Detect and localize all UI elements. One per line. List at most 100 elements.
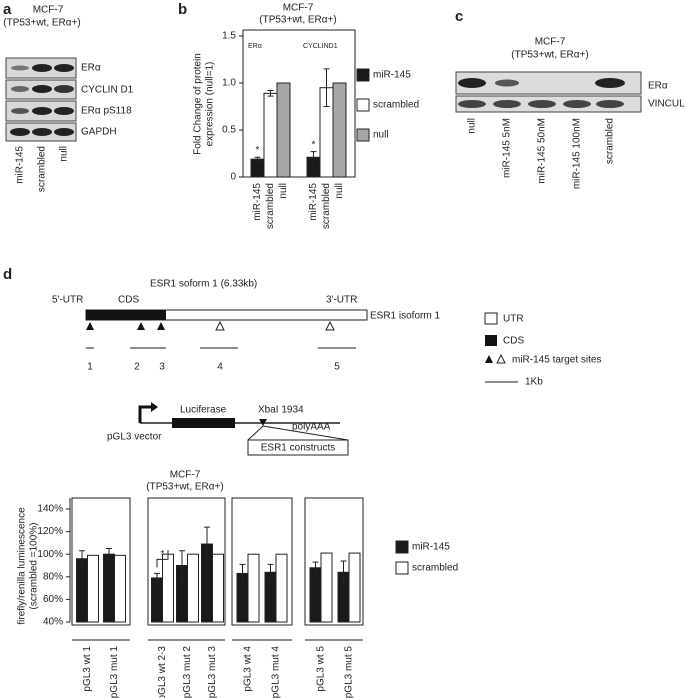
y-tick-label: 0.5: [222, 125, 236, 136]
bar: [151, 577, 163, 623]
y-axis-label: firefly/renilla luminescence: [17, 507, 28, 625]
site-number: 4: [217, 362, 223, 373]
bar: [103, 553, 115, 623]
group-frame: [304, 497, 364, 626]
x-tick-label: scrambled: [265, 183, 276, 229]
bar: [247, 553, 260, 623]
blot-lane-label: scrambled: [605, 118, 616, 164]
error-bar: [312, 561, 319, 574]
bar: [348, 552, 361, 623]
blot-row-label: ERα: [81, 63, 101, 74]
error-bar: [267, 90, 274, 97]
x-tick-label: pGL3 mut 2: [182, 646, 193, 698]
blot-lane-label: miR-145 50nM: [537, 118, 548, 184]
legend-label: miR-145 target sites: [512, 355, 601, 366]
significance-bracket: [156, 550, 169, 568]
bar: [114, 554, 126, 623]
y-tick-label: 40%: [43, 617, 63, 628]
error-bar: [310, 151, 317, 164]
y-tick-label: 120%: [37, 526, 63, 537]
polya-label: polyAAA: [292, 422, 331, 433]
chart-title: (TP53+wt, ERα+): [259, 15, 336, 26]
isoform-label: ESR1 isoform 1: [370, 311, 440, 322]
group-frame: [147, 497, 226, 626]
y-tick-label: 60%: [43, 594, 63, 605]
cds-label: CDS: [118, 295, 139, 306]
annotation: *: [161, 549, 165, 560]
blot-lane-label: miR-145 100nM: [572, 118, 583, 189]
site-number: 5: [334, 362, 340, 373]
annotation: *: [312, 139, 316, 150]
annotation: *: [256, 145, 260, 156]
group-frame: [71, 497, 131, 626]
error-bar: [340, 560, 347, 585]
blot-a: MCF-7 (TP53+wt, ERα+) ERα CYCLIN D1 ERα …: [3, 5, 133, 193]
bar: [320, 552, 333, 623]
utr-label: 5'-UTR: [52, 295, 83, 306]
blot-row-label: VINCULIN: [648, 99, 685, 110]
blot-lane-label: null: [59, 146, 70, 162]
blot-row-label: ERα: [648, 81, 668, 92]
blot-title: (TP53+wt, ERα+): [511, 50, 588, 61]
blot-title: MCF-7: [33, 5, 64, 16]
legend-label: scrambled: [412, 563, 458, 574]
error-bar: [179, 550, 185, 581]
constructs-label: ESR1 constructs: [261, 443, 335, 454]
group-label: CYCLIND1: [303, 43, 338, 50]
error-bar: [79, 550, 85, 568]
site-number: 1: [87, 362, 93, 373]
legend-swatch: [356, 98, 370, 112]
gene-diagram: ESR1 soform 1 (6.33kb) 5'-UTR CDS 3'-UTR…: [52, 279, 601, 456]
x-tick-label: pGL3 wt 1: [82, 646, 93, 692]
y-tick-label: 0: [230, 172, 236, 183]
diagram-title: ESR1 soform 1 (6.33kb): [150, 279, 257, 290]
chart-title: MCF-7: [283, 3, 314, 14]
x-tick-label: null: [334, 183, 345, 199]
vector-label: pGL3 vector: [107, 432, 162, 443]
y-tick-label: 80%: [43, 571, 63, 582]
panel-letter: b: [178, 1, 187, 18]
legend-swatch: [395, 561, 409, 575]
y-axis-label: Fold Change of protein: [193, 53, 204, 155]
bar: [87, 554, 99, 623]
x-tick-label: pGL3 wt 4: [243, 646, 254, 692]
x-tick-label: pGL3 mut 3: [207, 646, 218, 698]
legend-swatch: [356, 68, 370, 82]
bar: [187, 553, 199, 623]
error-bar: [204, 526, 210, 562]
x-tick-label: pGL3 mut 4: [271, 646, 282, 698]
legend-label: CDS: [503, 336, 524, 347]
legend-swatch: [395, 540, 409, 554]
x-tick-label: scrambled: [321, 183, 332, 229]
legend-label: null: [373, 130, 389, 141]
y-tick-label: 1.0: [222, 78, 236, 89]
x-tick-label: pGL3 wt 2-3: [157, 646, 168, 698]
error-bar: [323, 68, 330, 107]
y-tick-label: 140%: [37, 504, 63, 515]
x-tick-label: miR-145: [308, 183, 319, 221]
y-axis-label: expression (null=1): [205, 62, 216, 147]
y-tick-label: 1.5: [222, 31, 236, 42]
chart-title: (TP53+wt, ERα+): [146, 482, 223, 493]
blot-lane-label: null: [467, 118, 478, 134]
xbai-label: XbaI 1934: [258, 405, 304, 416]
blot-row-label: CYCLIN D1: [81, 85, 134, 96]
utr-label: 3'-UTR: [326, 295, 357, 306]
group-frame: [231, 497, 293, 626]
bar: [263, 92, 278, 178]
panel-letter: d: [3, 266, 12, 283]
blot-lane-label: scrambled: [37, 146, 48, 192]
panel-letter: c: [455, 8, 463, 25]
error-bar: [106, 548, 112, 561]
bar: [212, 553, 224, 623]
blot-lane-label: miR-145 5nM: [502, 118, 513, 178]
bar: [275, 553, 288, 623]
site-number: 2: [134, 362, 140, 373]
legend-label: scrambled: [373, 100, 419, 111]
error-bar: [239, 563, 246, 583]
x-tick-label: pGL3 mut 5: [344, 646, 355, 698]
x-tick-label: null: [278, 183, 289, 199]
legend-swatch: [356, 128, 370, 142]
bar: [309, 567, 322, 623]
bar: [250, 158, 265, 178]
